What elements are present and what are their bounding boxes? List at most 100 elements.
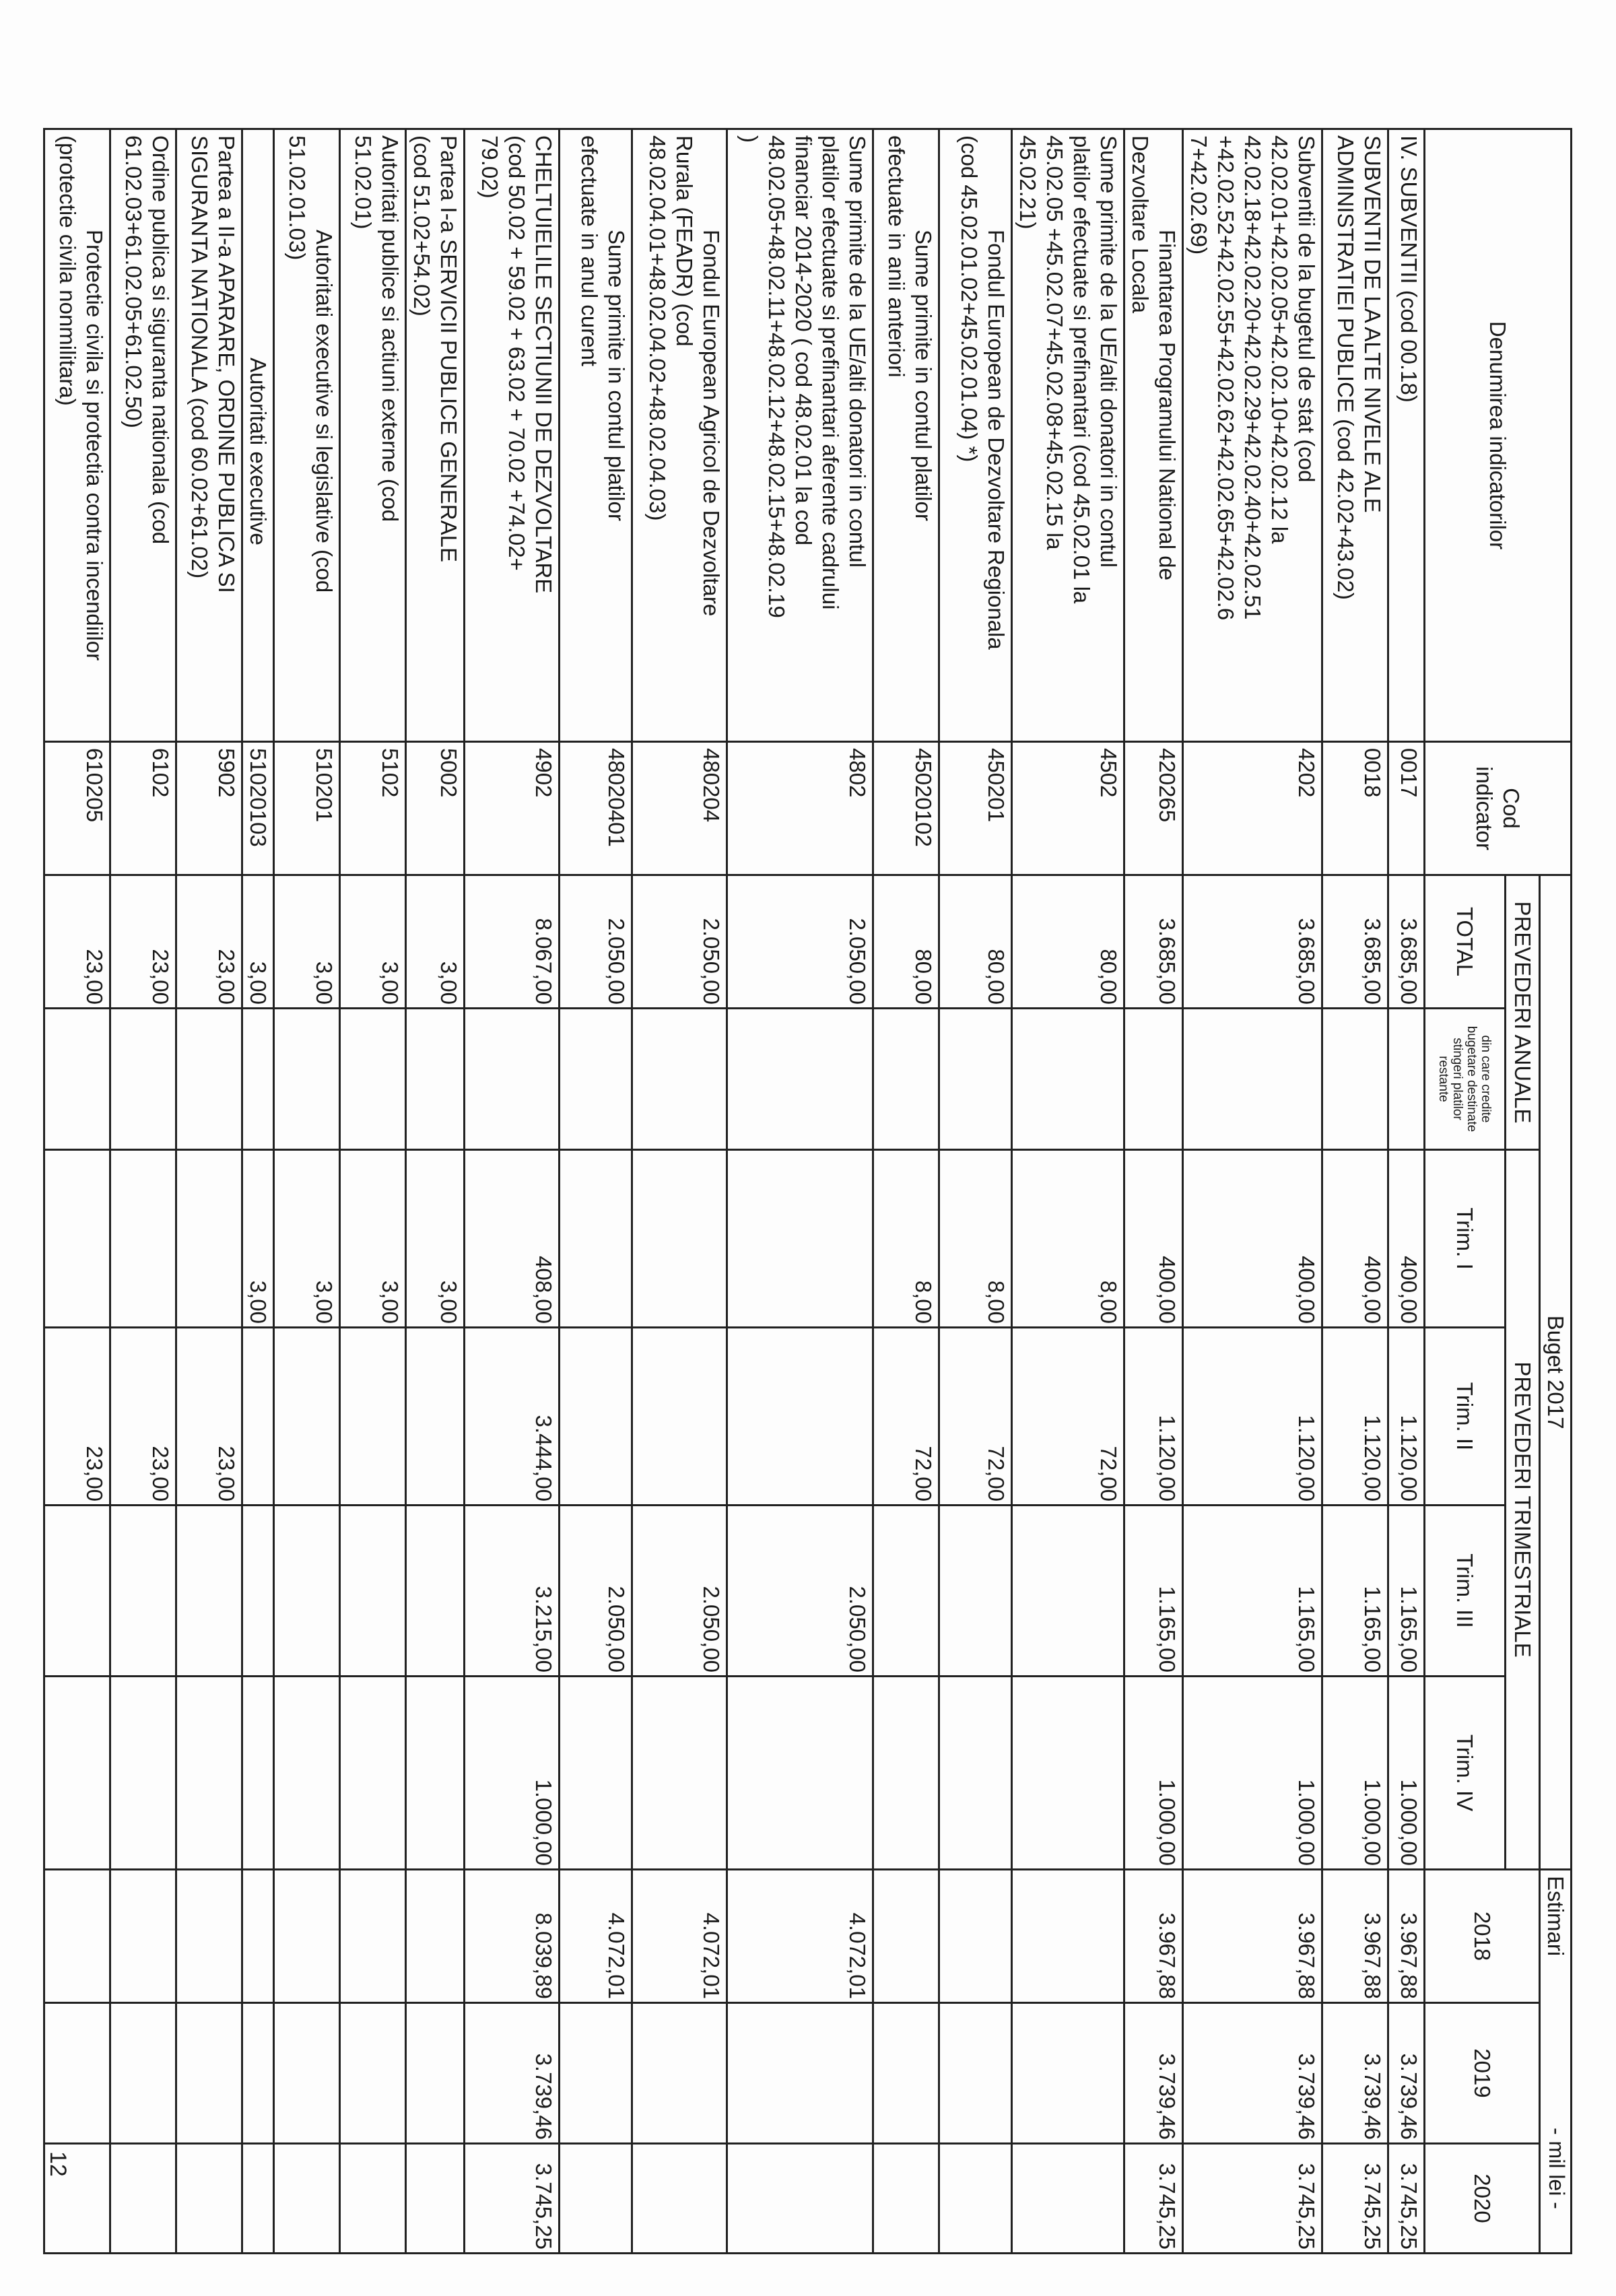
cell-y2018 xyxy=(939,1869,1012,2003)
cell-y2019: 3.739,46 xyxy=(1388,2002,1425,2144)
cell-total: 3.685,00 xyxy=(1322,875,1388,1009)
cell-total: 2.050,00 xyxy=(559,875,632,1009)
cell-din-care xyxy=(1322,1008,1388,1150)
cell-t4 xyxy=(405,1676,465,1870)
cell-y2018: 3.967,88 xyxy=(1124,1869,1183,2003)
cell-cod: 4502 xyxy=(1011,741,1124,875)
cell-den: Partea I-a SERVICII PUBLICE GENERALE (co… xyxy=(405,129,465,742)
cell-t2 xyxy=(273,1327,340,1506)
cell-t2 xyxy=(242,1327,274,1506)
cell-t2: 23,00 xyxy=(110,1327,176,1506)
cell-y2019 xyxy=(873,2002,939,2144)
cell-y2019 xyxy=(405,2002,465,2144)
cell-t1: 8,00 xyxy=(939,1149,1012,1328)
cell-t3: 1.165,00 xyxy=(1322,1505,1388,1677)
cell-y2020 xyxy=(176,2143,242,2254)
cell-t1: 3,00 xyxy=(242,1149,274,1328)
cell-t1: 8,00 xyxy=(1011,1149,1124,1328)
table-row: Sume primite de la UE/alti donatori in c… xyxy=(727,129,873,2254)
table-row: SUBVENTII DE LA ALTE NIVELE ALE ADMINIST… xyxy=(1322,129,1388,2254)
cell-den: Autoritati executive si legislative (cod… xyxy=(273,129,340,742)
cell-cod: 0017 xyxy=(1388,741,1425,875)
cell-t2: 23,00 xyxy=(176,1327,242,1506)
cell-t3 xyxy=(110,1505,176,1677)
cell-t1: 400,00 xyxy=(1322,1149,1388,1328)
cell-den: Autoritati executive xyxy=(242,129,274,742)
cell-din-care xyxy=(873,1008,939,1150)
cell-den: Fondul European de Dezvoltare Regionala … xyxy=(939,129,1012,742)
cell-din-care xyxy=(1182,1008,1322,1150)
cell-t1 xyxy=(44,1149,110,1328)
header-trim2: Trim. II xyxy=(1424,1327,1506,1506)
cell-y2018 xyxy=(1011,1869,1124,2003)
cell-den: Sume primite in contul platilor efectuat… xyxy=(873,129,939,742)
cell-cod: 4902 xyxy=(464,741,560,875)
cell-din-care xyxy=(632,1008,727,1150)
cell-t1: 400,00 xyxy=(1388,1149,1425,1328)
cell-t4 xyxy=(176,1676,242,1870)
cell-total: 2.050,00 xyxy=(632,875,727,1009)
cell-y2020 xyxy=(632,2143,727,2254)
table-row: Ordine publica si siguranta nationala (c… xyxy=(110,129,176,2254)
cell-t4 xyxy=(727,1676,873,1870)
table-row: Autoritati publice si actiuni externe (c… xyxy=(339,129,406,2254)
header-trim4: Trim. IV xyxy=(1424,1676,1506,1870)
cell-t2: 72,00 xyxy=(873,1327,939,1506)
cell-total: 8.067,00 xyxy=(464,875,560,1009)
cell-den: IV. SUBVENTII (cod 00.18) xyxy=(1388,129,1425,742)
cell-cod: 6102 xyxy=(110,741,176,875)
cell-t1: 3,00 xyxy=(273,1149,340,1328)
cell-din-care xyxy=(1124,1008,1183,1150)
cell-t4: 1.000,00 xyxy=(1388,1676,1425,1870)
cell-t1: 3,00 xyxy=(405,1149,465,1328)
cell-y2020 xyxy=(559,2143,632,2254)
cell-y2018: 4.072,01 xyxy=(727,1869,873,2003)
table-row: Protectie civila si protectia contra inc… xyxy=(44,129,110,2254)
cell-t4 xyxy=(242,1676,274,1870)
cell-cod: 48020401 xyxy=(559,741,632,875)
cell-t2 xyxy=(632,1327,727,1506)
cell-t3 xyxy=(405,1505,465,1677)
cell-den: SUBVENTII DE LA ALTE NIVELE ALE ADMINIST… xyxy=(1322,129,1388,742)
cell-cod: 5102 xyxy=(339,741,406,875)
cell-y2019: 3.739,46 xyxy=(1322,2002,1388,2144)
cell-y2019 xyxy=(939,2002,1012,2144)
cell-t3 xyxy=(273,1505,340,1677)
cell-din-care xyxy=(727,1008,873,1150)
cell-cod: 51020103 xyxy=(242,741,274,875)
cell-y2019: 3.739,46 xyxy=(1124,2002,1183,2144)
cell-den: Sume primite in contul platilor efectuat… xyxy=(559,129,632,742)
cell-y2018 xyxy=(110,1869,176,2003)
cell-total: 3,00 xyxy=(273,875,340,1009)
header-prevederi-anuale: PREVEDERI ANUALE xyxy=(1505,875,1540,1150)
cell-y2018: 4.072,01 xyxy=(559,1869,632,2003)
cell-din-care xyxy=(464,1008,560,1150)
cell-total: 80,00 xyxy=(939,875,1012,1009)
cell-y2020 xyxy=(727,2143,873,2254)
table-row: CHELTUIELILE SECTIUNII DE DEZVOLTARE (co… xyxy=(464,129,560,2254)
header-prevederi-trimestriale: PREVEDERI TRIMESTRIALE xyxy=(1505,1149,1540,1870)
header-trim3: Trim. III xyxy=(1424,1505,1506,1677)
cell-t1 xyxy=(727,1149,873,1328)
cell-t3 xyxy=(242,1505,274,1677)
cell-den: Autoritati publice si actiuni externe (c… xyxy=(339,129,406,742)
cell-den: Protectie civila si protectia contra inc… xyxy=(44,129,110,742)
cell-y2020 xyxy=(339,2143,406,2254)
cell-t2: 23,00 xyxy=(44,1327,110,1506)
cell-y2020 xyxy=(939,2143,1012,2254)
cell-cod: 5002 xyxy=(405,741,465,875)
cell-t3: 2.050,00 xyxy=(727,1505,873,1677)
cell-t4 xyxy=(1011,1676,1124,1870)
budget-document: Denumirea indicatorilor Cod indicator Bu… xyxy=(44,128,1572,2254)
cell-t4 xyxy=(44,1676,110,1870)
cell-y2019 xyxy=(176,2002,242,2144)
header-2019: 2019 xyxy=(1424,2002,1540,2144)
cell-y2020 xyxy=(44,2143,110,2254)
cell-t4: 1.000,00 xyxy=(1322,1676,1388,1870)
table-body: IV. SUBVENTII (cod 00.18) 0017 3.685,00 400… xyxy=(44,129,1425,2254)
cell-t3: 1.165,00 xyxy=(1124,1505,1183,1677)
cell-cod: 480204 xyxy=(632,741,727,875)
header-2020: 2020 xyxy=(1424,2143,1540,2254)
cell-y2018: 3.967,88 xyxy=(1388,1869,1425,2003)
header-total: TOTAL xyxy=(1424,875,1506,1009)
